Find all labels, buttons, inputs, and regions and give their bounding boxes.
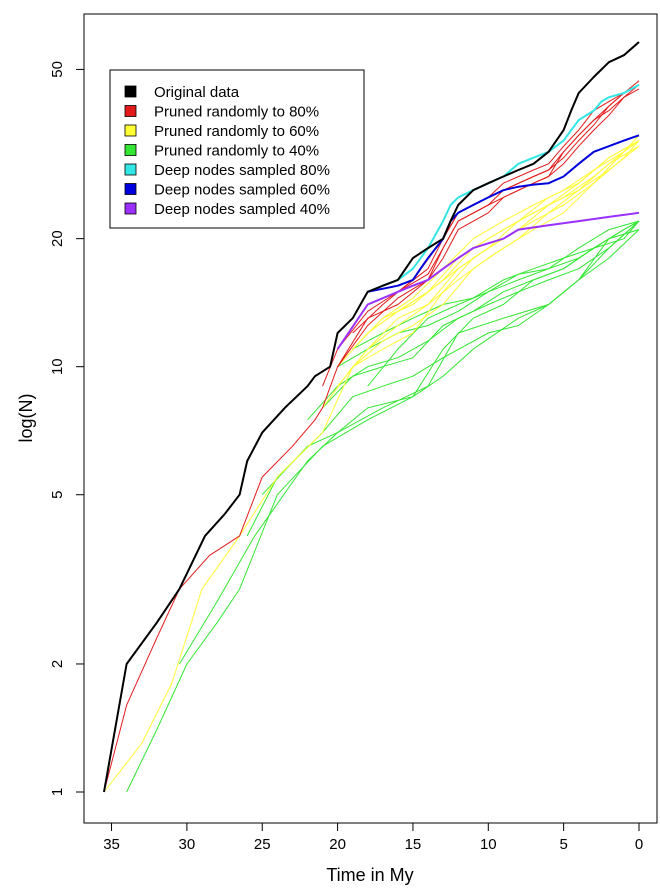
y-tick-label: 2 [49, 660, 66, 668]
series-line-16 [382, 134, 640, 319]
y-tick-label: 1 [49, 788, 66, 796]
legend-swatch [124, 85, 137, 98]
legend-swatch [124, 124, 137, 137]
series-line-20 [337, 88, 640, 367]
legend-label: Pruned randomly to 60% [154, 123, 319, 140]
y-tick-label: 50 [49, 61, 66, 78]
series-line-24 [336, 211, 640, 350]
legend-label: Pruned randomly to 40% [154, 143, 319, 160]
series-line-11 [337, 145, 640, 387]
series-line-9 [103, 140, 640, 793]
x-axis-title: Time in My [326, 865, 413, 885]
x-tick-label: 35 [103, 836, 120, 853]
x-tick-label: 15 [405, 836, 422, 853]
series-line-7 [352, 220, 640, 350]
legend-swatch [124, 105, 137, 117]
x-tick-label: 0 [635, 836, 643, 853]
legend-label: Original data [154, 84, 240, 101]
series-line-10 [322, 140, 640, 409]
y-tick-label: 5 [49, 491, 66, 499]
series-line-3 [261, 229, 640, 496]
x-tick-label: 25 [254, 836, 271, 853]
series-line-0 [126, 220, 640, 793]
x-tick-label: 20 [329, 836, 346, 853]
legend-box [109, 69, 365, 229]
legend-swatch [124, 183, 137, 195]
legend-swatch [124, 202, 137, 215]
y-tick-label: 20 [49, 230, 66, 247]
series-line-8 [367, 220, 640, 387]
series-line-19 [337, 84, 640, 350]
series-line-23 [367, 134, 640, 293]
x-tick-label: 5 [559, 836, 567, 853]
x-tick-label: 30 [179, 836, 196, 853]
y-axis-title: log(N) [16, 393, 36, 442]
legend-label: Pruned randomly to 80% [154, 104, 319, 121]
x-tick-label: 10 [480, 836, 497, 853]
y-tick-label: 10 [49, 358, 66, 375]
series-layer [103, 41, 640, 793]
legend-swatch [124, 163, 137, 176]
legend-swatch [124, 144, 137, 156]
series-line-25 [103, 41, 640, 793]
series-line-13 [352, 134, 640, 350]
x-axis: 35 30 25 20 15 10 5 0 [103, 822, 643, 853]
legend-label: Deep nodes sampled 80% [154, 162, 330, 179]
legend: Original data Pruned randomly to 80% Prune… [109, 69, 365, 229]
legend-label: Deep nodes sampled 40% [154, 201, 330, 218]
series-line-22 [367, 83, 640, 293]
y-axis: 1 2 5 10 20 50 [49, 61, 85, 796]
legend-label: Deep nodes sampled 60% [154, 182, 330, 199]
